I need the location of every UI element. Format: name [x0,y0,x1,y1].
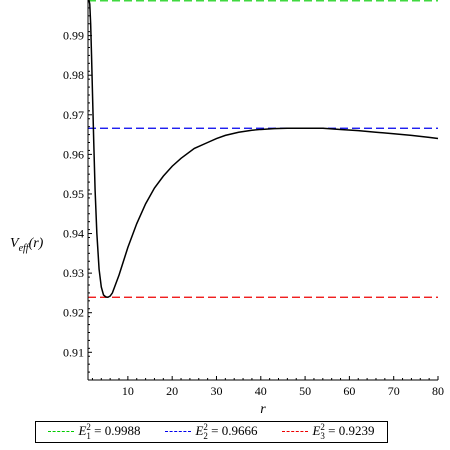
y-tick-label: 0.96 [63,147,84,161]
y-tick-label: 0.92 [63,306,84,320]
x-tick-label: 80 [432,384,444,398]
x-ticks: 10 20 30 40 50 60 70 80 [91,376,444,398]
x-tick-label: 30 [210,384,222,398]
x-axis-label: r [260,402,266,417]
y-tick-label: 0.93 [63,266,84,280]
chart-plot: 10 20 30 40 50 60 70 80 0.910.920.930.940.950.9… [10,0,444,417]
energy-level-lines [88,0,438,298]
y-ticks: 0.91 0.92 0.93 0.94 0.95 0.96 0.97 0.98 0.99 [63,7,92,373]
effective-potential-curve [88,0,439,299]
x-tick-label: 10 [122,384,134,398]
x-tick-label: 40 [255,384,267,398]
y-tick-label: 0.91 [63,345,84,359]
x-tick-label: 20 [166,384,178,398]
x-tick-label: 60 [343,384,355,398]
x-tick-label: 70 [388,384,400,398]
y-tick-label: 0.97 [63,108,84,122]
y-tick-label: 0.94 [63,227,84,241]
legend-swatch [282,431,309,433]
legend-swatch [48,431,75,433]
y-axis-label: Veff(r) [10,236,44,254]
y-tick-label: 0.98 [63,68,84,82]
y-tick-label: 0.95 [63,187,84,201]
legend-swatch [165,431,192,433]
x-tick-label: 50 [299,384,311,398]
y-tick-label: 0.99 [63,29,84,43]
